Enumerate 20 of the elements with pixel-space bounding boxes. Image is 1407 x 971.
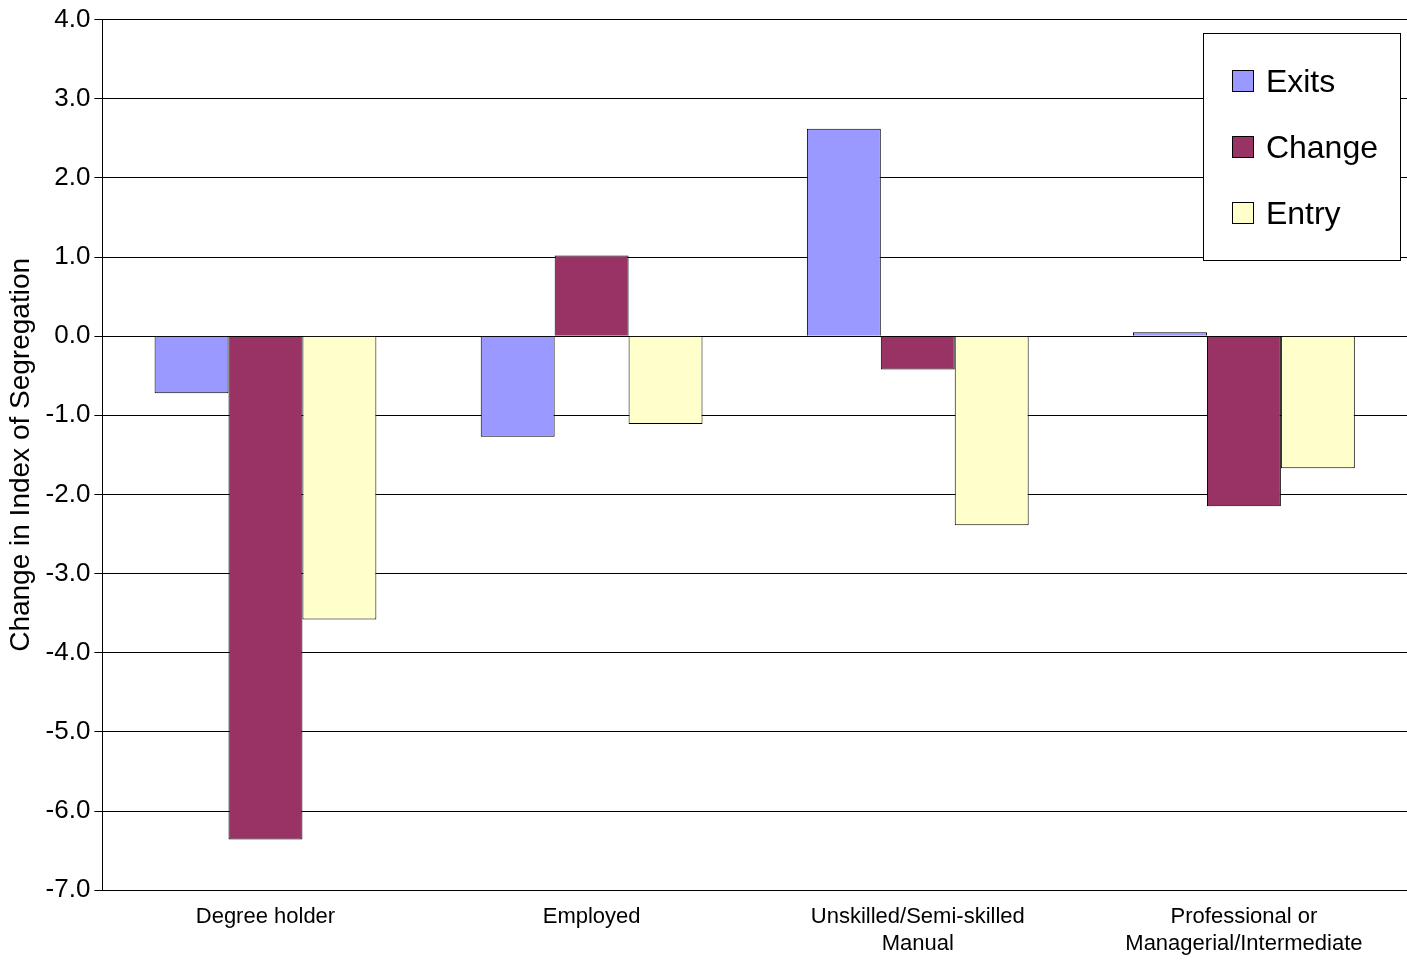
y-tick-label: -3.0 <box>45 556 91 587</box>
y-tick-label: 3.0 <box>54 81 91 112</box>
legend-label: Entry <box>1265 194 1341 233</box>
x-tick-label: Professional or Managerial/Intermediate <box>1125 903 1363 955</box>
y-tick-label: -5.0 <box>45 715 91 746</box>
y-tick-label: 2.0 <box>54 161 91 192</box>
y-tick-label: 0.0 <box>54 319 91 350</box>
y-tick-label: 4.0 <box>54 2 91 33</box>
y-tick-label: 1.0 <box>54 240 91 271</box>
y-tick-label: -7.0 <box>45 873 91 904</box>
x-tick-label: Unskilled/Semi-skilled Manual <box>810 903 1025 955</box>
y-tick-label: -6.0 <box>45 794 91 825</box>
y-tick-label: -4.0 <box>45 635 91 666</box>
y-tick-label: -1.0 <box>45 398 91 429</box>
x-tick-label: Degree holder <box>195 903 336 929</box>
legend-label: Change <box>1265 128 1378 167</box>
y-tick-label: -2.0 <box>45 477 91 508</box>
y-axis-title: Change in Index of Segregation <box>3 257 35 652</box>
x-tick-label: Employed <box>542 903 641 929</box>
legend-label: Exits <box>1265 62 1336 101</box>
